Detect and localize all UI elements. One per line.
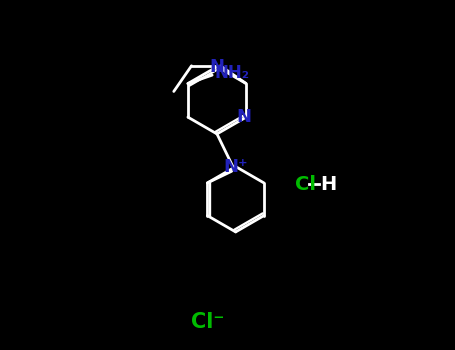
Text: N: N bbox=[236, 108, 251, 126]
Text: Cl⁻: Cl⁻ bbox=[191, 312, 224, 332]
Text: NH₂: NH₂ bbox=[214, 64, 249, 82]
Text: H: H bbox=[321, 175, 337, 194]
Text: N⁺: N⁺ bbox=[223, 158, 248, 176]
Text: Cl: Cl bbox=[295, 175, 316, 194]
Text: N: N bbox=[209, 58, 224, 76]
